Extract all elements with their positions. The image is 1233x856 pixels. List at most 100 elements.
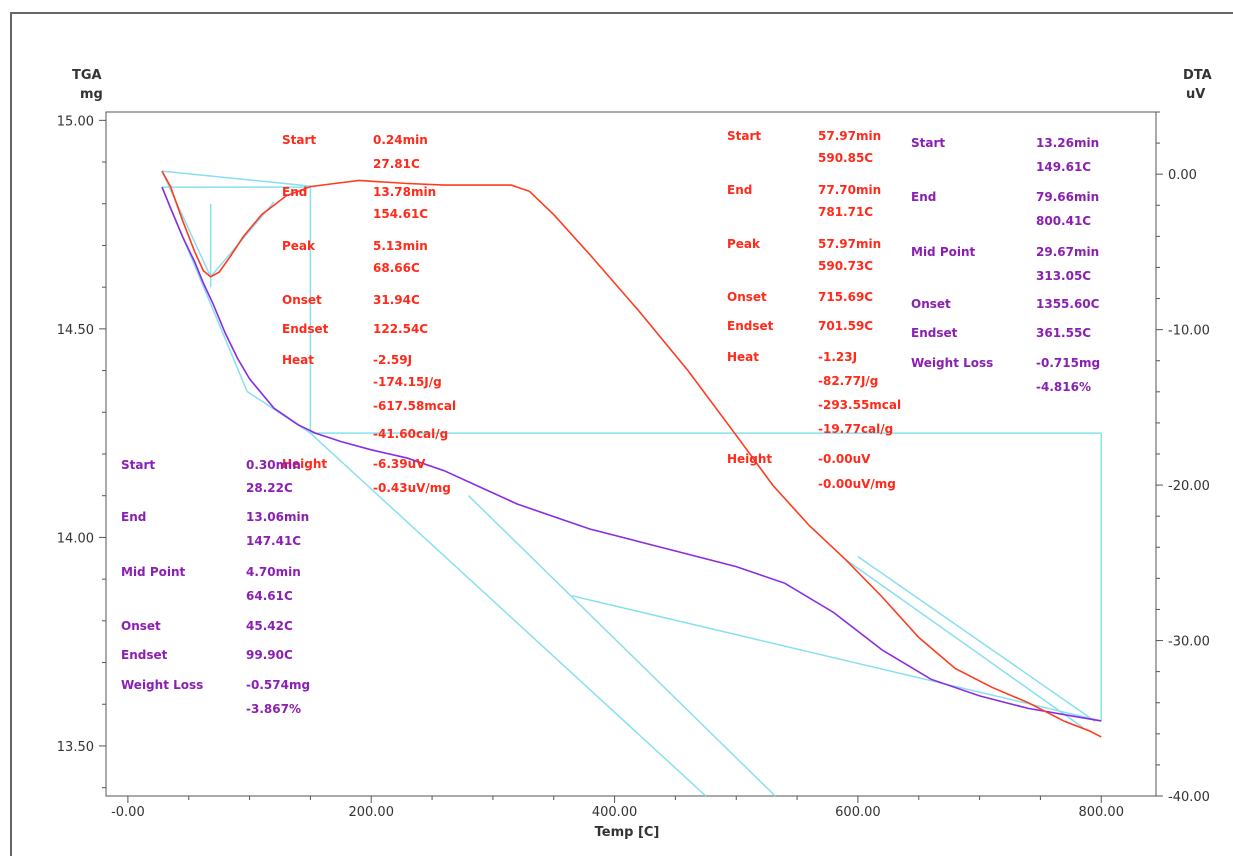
annotation-value: 64.61C: [246, 589, 293, 603]
annotation-value: 13.06min: [246, 510, 309, 524]
annotation-value: 313.05C: [1036, 269, 1091, 283]
annotation-label: Mid Point: [911, 245, 976, 259]
x-tick-label: 800.00: [1078, 805, 1124, 820]
right-axis-unit: uV: [1186, 87, 1205, 102]
annotation-value: -4.816%: [1036, 380, 1091, 394]
left-axis-title: TGA: [72, 68, 102, 83]
annotation-value: -174.15J/g: [373, 375, 442, 389]
annotation-label: Mid Point: [121, 565, 186, 579]
baseline-line: [845, 559, 1084, 729]
annotation-label: Height: [727, 452, 772, 466]
annotation-value: 77.70min: [818, 183, 881, 197]
annotation-value: 0.30min: [246, 458, 301, 472]
annotation-value: -0.715mg: [1036, 356, 1100, 370]
left-tick-label: 14.00: [57, 531, 94, 546]
annotation-value: -41.60cal/g: [373, 427, 448, 441]
left-tick-label: 14.50: [57, 323, 94, 338]
annotation-label: Heat: [727, 350, 759, 364]
annotation-value: 4.70min: [246, 565, 301, 579]
annotation-value: 590.73C: [818, 259, 873, 273]
right-tick-label: -40.00: [1168, 790, 1210, 805]
x-tick-label: 400.00: [592, 805, 638, 820]
annotation-value: 701.59C: [818, 319, 873, 333]
annotation-value: -0.43uV/mg: [373, 481, 451, 495]
left-tick-label: 15.00: [57, 114, 94, 129]
annotation-label: Start: [282, 133, 316, 147]
annotation-value: 28.22C: [246, 481, 293, 495]
annotation-label: Onset: [282, 293, 322, 307]
tangent-line: [309, 432, 707, 797]
annotation-label: Start: [911, 136, 945, 150]
annotation-value: 57.97min: [818, 129, 881, 143]
baseline-line: [161, 170, 316, 188]
annotation-label: Weight Loss: [121, 678, 203, 692]
annotation-value: 0.24min: [373, 133, 428, 147]
annotation-value: -6.39uV: [373, 457, 426, 471]
annotation-label: Heat: [282, 353, 314, 367]
annotation-value: 79.66min: [1036, 190, 1099, 204]
annotation-value: -2.59J: [373, 353, 412, 367]
tga-series-line: [161, 186, 1102, 722]
annotation-value: 57.97min: [818, 237, 881, 251]
annotation-label: End: [911, 190, 936, 204]
annotation-value: 13.26min: [1036, 136, 1099, 150]
annotation-value: -82.77J/g: [818, 374, 878, 388]
annotation-label: End: [727, 183, 752, 197]
annotation-value: 68.66C: [373, 261, 420, 275]
annotation-label: Peak: [282, 239, 316, 253]
x-tick-label: -0.00: [111, 805, 145, 820]
annotation-value: 1355.60C: [1036, 297, 1100, 311]
annotation-value: 149.61C: [1036, 160, 1091, 174]
annotation-value: 800.41C: [1036, 214, 1091, 228]
tangent-line: [468, 495, 776, 797]
annotation-label: Endset: [121, 648, 168, 662]
annotation-value: 13.78min: [373, 185, 436, 199]
chart-frame: [10, 12, 1233, 856]
annotation-value: 781.71C: [818, 205, 873, 219]
annotation-value: 29.67min: [1036, 245, 1099, 259]
right-tick-label: -20.00: [1168, 479, 1210, 494]
annotation-value: 147.41C: [246, 534, 301, 548]
annotation-label: End: [282, 185, 307, 199]
right-axis-title: DTA: [1183, 68, 1212, 83]
annotation-value: 99.90C: [246, 648, 293, 662]
annotation-value: 122.54C: [373, 322, 428, 336]
annotation-label: Endset: [727, 319, 774, 333]
x-tick-label: 600.00: [835, 805, 881, 820]
annotation-label: Endset: [282, 322, 329, 336]
annotation-value: 31.94C: [373, 293, 420, 307]
annotation-value: -0.00uV/mg: [818, 477, 896, 491]
annotation-value: 590.85C: [818, 151, 873, 165]
dta-series-line: [161, 170, 1102, 738]
annotation-value: -0.00uV: [818, 452, 871, 466]
annotation-value: 361.55C: [1036, 326, 1091, 340]
annotation-value: -617.58mcal: [373, 399, 456, 413]
annotation-value: -19.77cal/g: [818, 422, 893, 436]
annotation-value: 715.69C: [818, 290, 873, 304]
baseline-line: [857, 555, 1096, 722]
tangent-line: [571, 595, 1102, 722]
right-tick-label: 0.00: [1168, 168, 1197, 183]
annotation-value: -1.23J: [818, 350, 857, 364]
annotation-value: 27.81C: [373, 157, 420, 171]
right-tick-label: -30.00: [1168, 635, 1210, 650]
x-tick-label: 200.00: [348, 805, 394, 820]
annotation-label: Start: [121, 458, 155, 472]
annotation-value: 154.61C: [373, 207, 428, 221]
annotation-label: Onset: [911, 297, 951, 311]
annotation-value: -293.55mcal: [818, 398, 901, 412]
annotation-value: 5.13min: [373, 239, 428, 253]
annotation-value: 45.42C: [246, 619, 293, 633]
annotation-label: Endset: [911, 326, 958, 340]
right-tick-label: -10.00: [1168, 324, 1210, 339]
baseline-line: [161, 170, 212, 278]
annotation-label: Start: [727, 129, 761, 143]
annotation-label: Onset: [121, 619, 161, 633]
annotation-label: End: [121, 510, 146, 524]
annotation-value: -0.574mg: [246, 678, 310, 692]
annotation-label: Height: [282, 457, 327, 471]
annotation-label: Weight Loss: [911, 356, 993, 370]
annotation-label: Peak: [727, 237, 761, 251]
annotation-value: -3.867%: [246, 702, 301, 716]
